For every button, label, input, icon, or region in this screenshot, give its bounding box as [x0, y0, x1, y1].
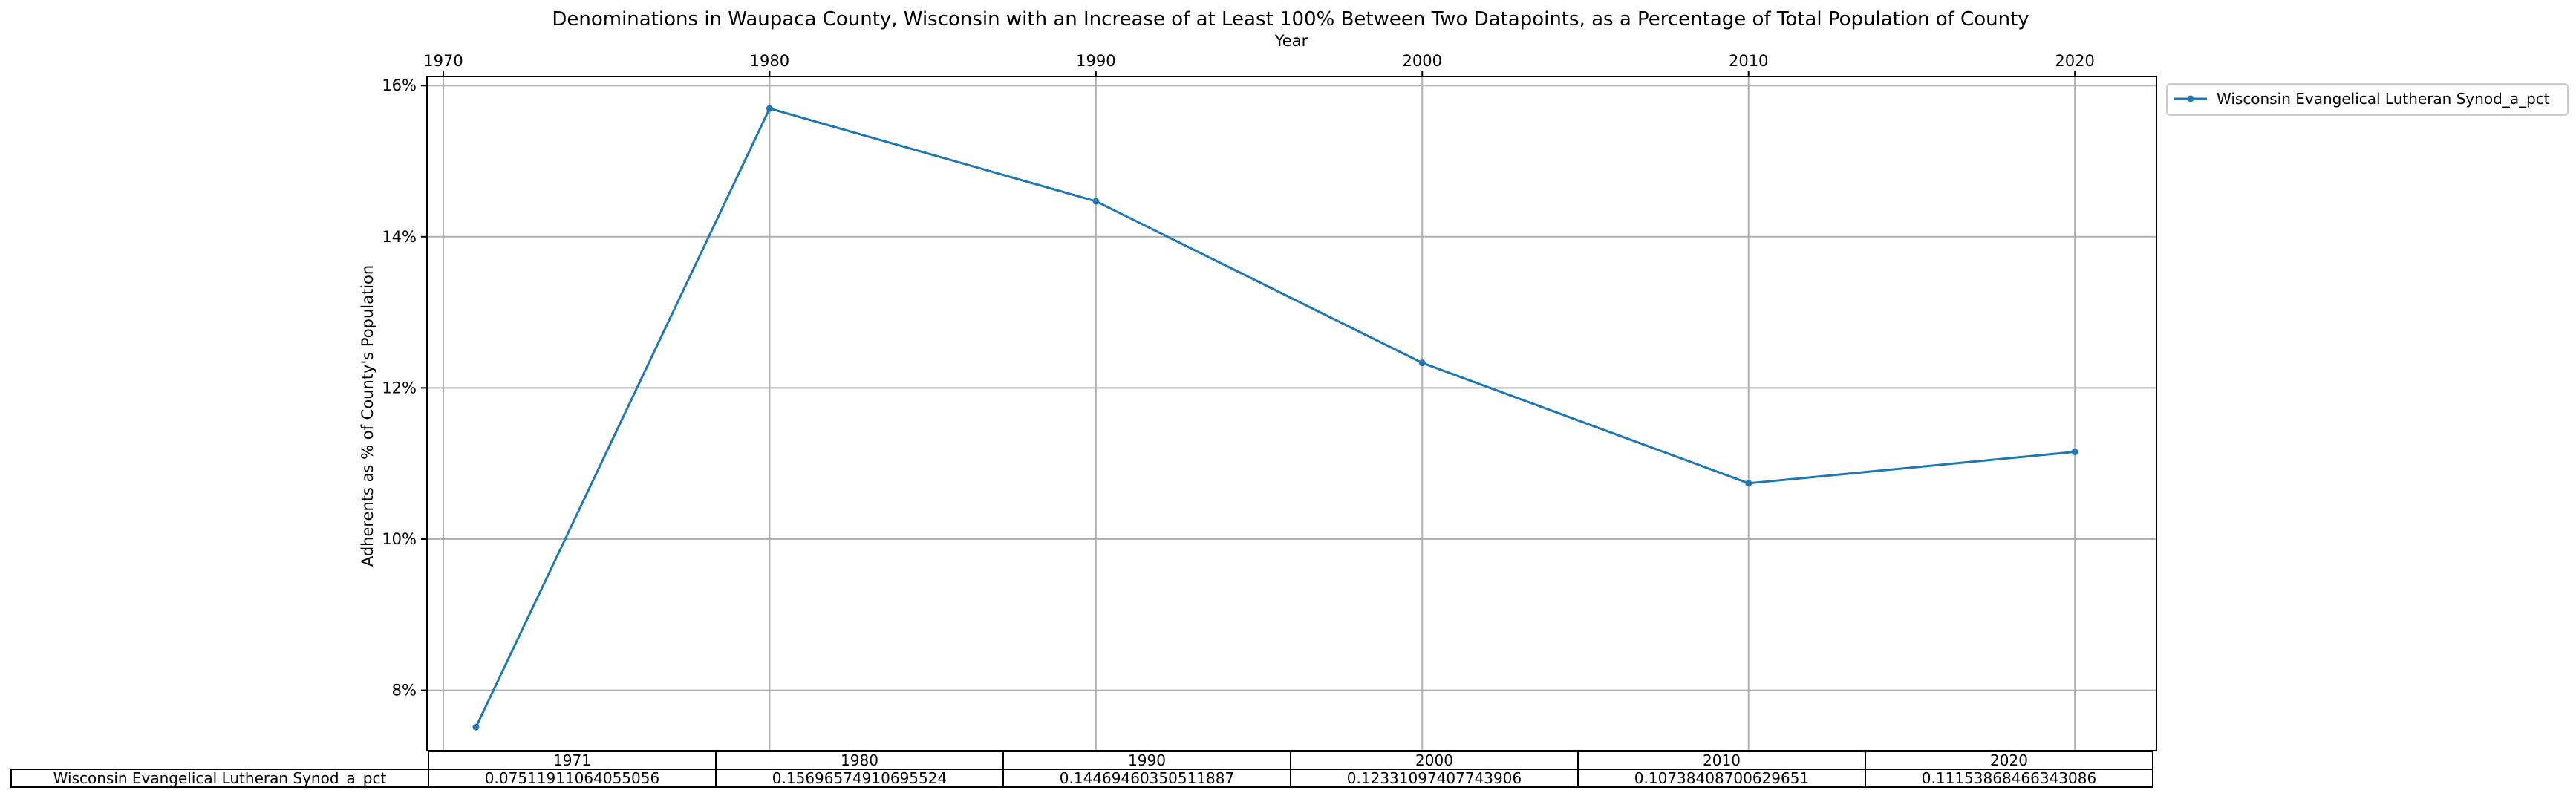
- table-column-header: 2020: [1865, 751, 2153, 770]
- x-tick-label: 2020: [2055, 52, 2094, 70]
- table-cell: 0.12331097407743906: [1290, 769, 1579, 788]
- data-point: [1745, 480, 1752, 487]
- x-axis-label: Year: [1274, 32, 1308, 50]
- data-point: [472, 723, 480, 731]
- x-tick-label: 1980: [750, 52, 789, 70]
- x-tick-label: 1990: [1076, 52, 1115, 70]
- x-tick-label: 2000: [1403, 52, 1442, 70]
- y-tick-label: 16%: [382, 76, 417, 94]
- data-point: [1092, 198, 1100, 205]
- table-column-header: 1971: [428, 751, 717, 770]
- table-cell: 0.14469460350511887: [1002, 769, 1291, 788]
- y-axis-label: Adherents as % of County's Population: [359, 265, 376, 567]
- table-column-header: 2010: [1577, 751, 1866, 770]
- x-tick-label: 2010: [1729, 52, 1768, 70]
- data-point: [2071, 449, 2078, 456]
- table-data-row: Wisconsin Evangelical Lutheran Synod_a_p…: [10, 769, 2153, 788]
- chart-title: Denominations in Waupaca County, Wiscons…: [552, 8, 2029, 30]
- table-cell: 0.10738408700629651: [1577, 769, 1866, 788]
- y-tick-label: 8%: [392, 682, 417, 699]
- x-tick-label: 1970: [423, 52, 463, 70]
- plot-area: [426, 76, 2157, 751]
- table-column-header: 1980: [715, 751, 1004, 770]
- legend-swatch-marker: [2187, 95, 2194, 102]
- table-cell: 0.07511911064055056: [428, 769, 717, 788]
- table-column-header: 2000: [1290, 751, 1579, 770]
- series-line: [475, 107, 2076, 728]
- x-axis-ticks: 1970 1980 1990 2000 2010 2020: [423, 52, 2095, 76]
- table-row-label: Wisconsin Evangelical Lutheran Synod_a_p…: [10, 769, 429, 788]
- table-column-header: 1990: [1002, 751, 1291, 770]
- series-layer: [472, 105, 2078, 731]
- table-cell: 0.11153868466343086: [1865, 769, 2153, 788]
- legend-box: [2166, 83, 2569, 116]
- y-axis-ticks: 8% 10% 12% 14% 16%: [382, 76, 427, 699]
- data-table: 1971 1980 1990 2000 2010 2020 Wisconsin Evang…: [10, 751, 2153, 788]
- table-header-row: 1971 1980 1990 2000 2010 2020: [11, 751, 2153, 770]
- y-tick-label: 10%: [382, 530, 417, 548]
- legend-label: Wisconsin Evangelical Lutheran Synod_a_p…: [2217, 90, 2550, 108]
- y-tick-label: 12%: [382, 379, 417, 397]
- data-point: [1418, 359, 1426, 367]
- y-tick-label: 14%: [382, 228, 417, 246]
- table-cell: 0.15696574910695524: [715, 769, 1004, 788]
- table-corner: [11, 751, 428, 769]
- data-point: [766, 105, 773, 112]
- legend: Wisconsin Evangelical Lutheran Synod_a_p…: [2166, 83, 2569, 116]
- gridlines: [427, 76, 2156, 751]
